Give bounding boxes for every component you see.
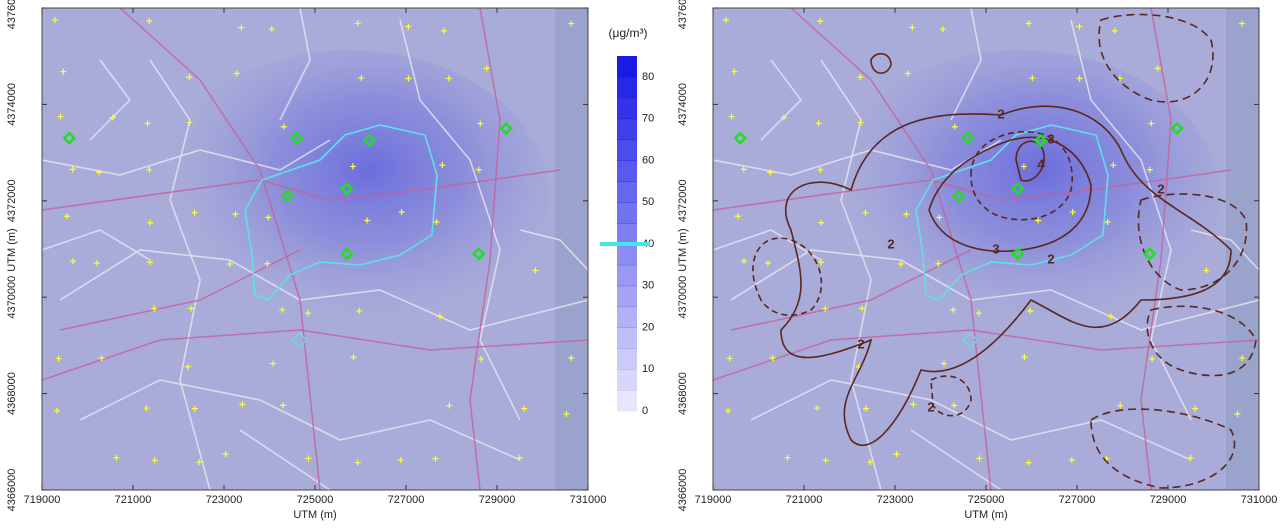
- y-tick-label: 4366000: [677, 469, 689, 512]
- map-layer: [42, 8, 588, 490]
- colorbar-band: [617, 77, 637, 98]
- colorbar: 01020304050607080(μg/m³): [600, 26, 654, 417]
- figure: 719000 721000 723000 725000 727000 729000 7310…: [0, 0, 1286, 525]
- colorbar-band: [617, 348, 637, 369]
- colorbar-tick-label: 20: [642, 321, 654, 333]
- x-tick-label: 721000: [115, 494, 152, 506]
- y-tick-label: 4376000: [6, 0, 18, 29]
- y-axis-label: UTM (m): [6, 228, 18, 271]
- x-tick-label: 727000: [388, 494, 425, 506]
- colorbar-band: [617, 181, 637, 202]
- colorbar-band: [617, 390, 637, 411]
- x-tick-label: 723000: [877, 494, 914, 506]
- contour-label: 2: [997, 106, 1004, 121]
- colorbar-tick-label: 60: [642, 154, 654, 166]
- colorbar-band: [617, 369, 637, 390]
- colorbar-band: [617, 202, 637, 223]
- colorbar-label: (μg/m³): [609, 26, 648, 40]
- x-tick-label: 729000: [1150, 494, 1187, 506]
- x-tick-label: 725000: [968, 494, 1005, 506]
- contour-label: 2: [1157, 181, 1164, 196]
- colorbar-band: [617, 223, 637, 244]
- colorbar-tick-label: 10: [642, 363, 654, 375]
- y-tick-label: 4374000: [677, 83, 689, 126]
- x-tick-label: 719000: [695, 494, 732, 506]
- colorbar-band: [617, 286, 637, 307]
- y-tick-label: 4374000: [6, 83, 18, 126]
- x-axis-label: UTM (m): [293, 509, 336, 521]
- colorbar-tick-label: 80: [642, 71, 654, 83]
- colorbar-tick-label: 70: [642, 113, 654, 125]
- x-tick-label: 731000: [1241, 494, 1278, 506]
- x-tick-label: 719000: [24, 494, 61, 506]
- contour-label: 2: [927, 399, 934, 414]
- y-tick-label: 4368000: [677, 372, 689, 415]
- y-tick-label: 4370000: [677, 276, 689, 319]
- y-axis-label: UTM (m): [677, 228, 689, 271]
- y-tick-label: 4372000: [677, 179, 689, 222]
- contour-label: 4: [1037, 156, 1045, 171]
- y-tick-label: 4372000: [6, 179, 18, 222]
- sea: [555, 8, 588, 490]
- colorbar-band: [617, 56, 637, 77]
- colorbar-band: [617, 119, 637, 140]
- colorbar-tick-label: 0: [642, 405, 648, 417]
- x-tick-label: 721000: [786, 494, 823, 506]
- colorbar-band: [617, 98, 637, 119]
- x-tick-label: 731000: [570, 494, 607, 506]
- colorbar-band: [617, 140, 637, 161]
- contour-label: 2: [857, 336, 864, 351]
- contour-label: 2: [887, 236, 894, 251]
- colorbar-band: [617, 265, 637, 286]
- contour-label: 2: [1047, 251, 1054, 266]
- x-tick-label: 725000: [297, 494, 334, 506]
- colorbar-band: [617, 160, 637, 181]
- contour-label: 3: [1047, 131, 1054, 146]
- colorbar-tick-label: 50: [642, 196, 654, 208]
- x-axis-label: UTM (m): [964, 509, 1007, 521]
- x-tick-label: 723000: [206, 494, 243, 506]
- map-panel: 719000 721000 723000 725000 727000 729000 7310…: [6, 0, 606, 521]
- y-tick-label: 4370000: [6, 276, 18, 319]
- colorbar-tick-label: 30: [642, 280, 654, 292]
- y-tick-label: 4376000: [677, 0, 689, 29]
- colorbar-band: [617, 244, 637, 265]
- colorbar-band: [617, 307, 637, 328]
- x-tick-label: 727000: [1059, 494, 1096, 506]
- map-layer: 234232222: [713, 8, 1259, 490]
- contour-label: 3: [992, 241, 999, 256]
- colorbar-band: [617, 327, 637, 348]
- x-tick-label: 729000: [479, 494, 516, 506]
- y-tick-label: 4366000: [6, 469, 18, 512]
- y-tick-label: 4368000: [6, 372, 18, 415]
